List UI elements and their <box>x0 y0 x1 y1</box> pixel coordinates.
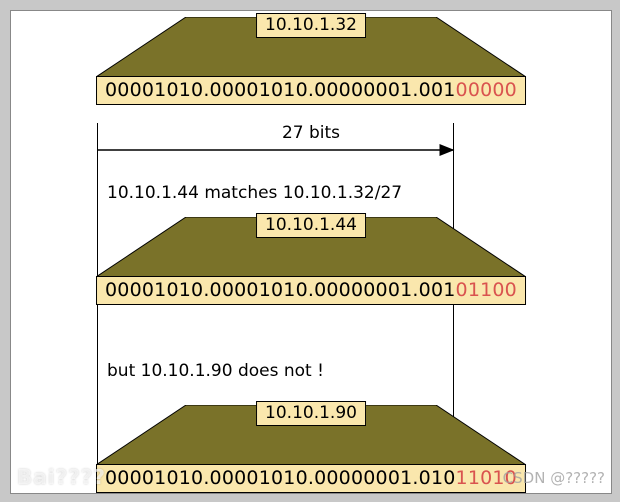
address-block-2: 10.10.1.9000001010.00001010.00000001.010… <box>11 405 611 465</box>
address-block-1: 10.10.1.4400001010.00001010.00000001.001… <box>11 217 611 277</box>
note-0: 10.10.1.44 matches 10.10.1.32/27 <box>107 183 402 203</box>
arrow-svg <box>11 141 611 159</box>
address-block-0: 10.10.1.3200001010.00001010.00000001.001… <box>11 17 611 77</box>
binary-box: 00001010.00001010.00000001.01011010 <box>96 464 526 493</box>
binary-box: 00001010.00001010.00000001.00100000 <box>96 76 526 105</box>
bits-arrow: 27 bits <box>11 123 611 163</box>
binary-prefix: 00001010.00001010.00000001.001 <box>105 79 456 101</box>
ip-label: 10.10.1.32 <box>256 13 366 38</box>
binary-prefix: 00001010.00001010.00000001.001 <box>105 279 456 301</box>
ip-label: 10.10.1.44 <box>256 213 366 238</box>
watermark-baidu: Bai???? <box>17 465 106 489</box>
binary-box: 00001010.00001010.00000001.00101100 <box>96 276 526 305</box>
watermark-csdn: CSDN @????? <box>503 469 605 487</box>
binary-host-bits: 00000 <box>456 79 517 101</box>
bits-arrow-label: 27 bits <box>11 123 611 143</box>
note-1: but 10.10.1.90 does not ! <box>107 361 324 381</box>
diagram-canvas: 10.10.1.32 00001010.00001010.00000001.001… <box>10 10 612 494</box>
ip-label: 10.10.1.90 <box>256 401 366 426</box>
binary-host-bits: 01100 <box>456 279 517 301</box>
binary-prefix: 00001010.00001010.00000001.010 <box>105 467 456 489</box>
